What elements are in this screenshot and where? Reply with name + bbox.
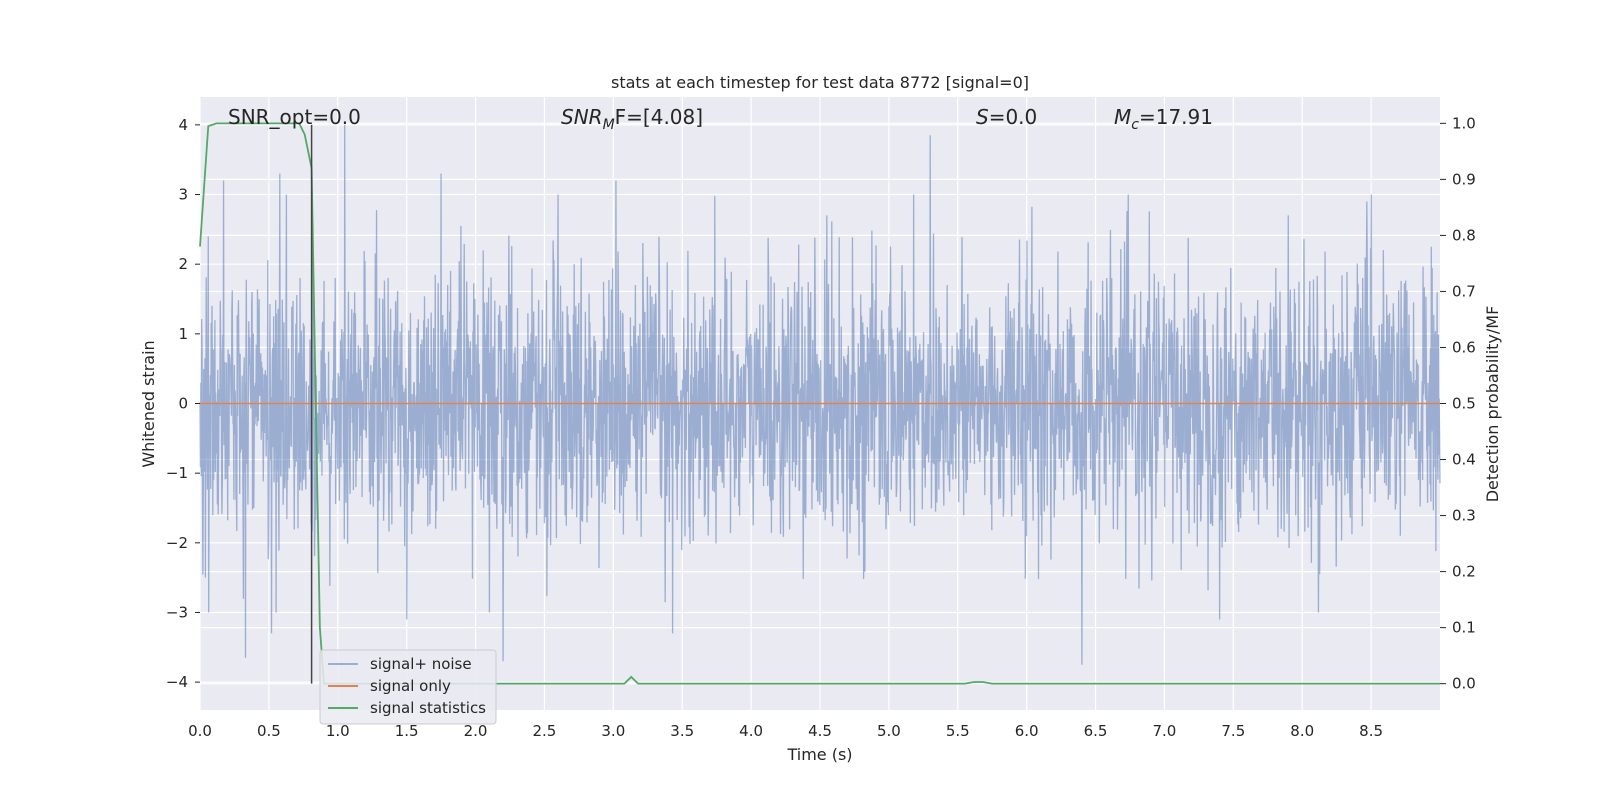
legend-entry-signal-only: signal only: [370, 677, 451, 695]
x-tick-label: 3.5: [670, 722, 694, 740]
chart-title: stats at each timestep for test data 877…: [611, 73, 1029, 92]
x-tick-label: 1.0: [326, 722, 350, 740]
x-tick-label: 7.0: [1153, 722, 1177, 740]
annotation-s: S=0.0: [976, 105, 1037, 129]
y-tick-left-label: 0: [178, 395, 188, 413]
annotation-mc-rest: =17.91: [1139, 105, 1213, 129]
y-tick-right-label: 0.9: [1452, 170, 1476, 188]
y-tick-right-label: 0.1: [1452, 619, 1476, 637]
x-tick-label: 7.5: [1221, 722, 1245, 740]
annotation-snr-mf-sub: M: [603, 117, 615, 133]
y-tick-right-label: 0.3: [1452, 507, 1476, 525]
x-axis-ticks: 0.0 0.5 1.0 1.5 2.0 2.5 3.0 3.5 4.0 4.5 5.0 5.5 6.0 6…: [188, 722, 1383, 740]
x-tick-label: 0.5: [257, 722, 281, 740]
series-signal-noise: [199, 124, 1441, 665]
annotation-mc: Mc=17.91: [1114, 105, 1213, 133]
x-tick-label: 6.5: [1084, 722, 1108, 740]
x-tick-label: 8.0: [1290, 722, 1314, 740]
x-tick-label: 1.5: [395, 722, 419, 740]
y-tick-left-label: −1: [166, 464, 188, 482]
y-tick-left-label: 3: [178, 186, 188, 204]
annotation-snr-mf-label: SNR: [561, 105, 603, 129]
y-tick-left-label: 1: [178, 325, 188, 343]
x-tick-label: 2.5: [533, 722, 557, 740]
y-tick-left-label: −4: [166, 673, 188, 691]
x-tick-label: 8.5: [1359, 722, 1383, 740]
y-axis-right-label: Detection probability/MF: [1483, 306, 1502, 503]
x-tick-label: 4.0: [739, 722, 763, 740]
signal-noise-line: [199, 124, 1441, 665]
y-tick-right-label: 0.6: [1452, 338, 1476, 356]
y-axis-right-ticks: 1.0 0.9 0.8 0.7 0.6 0.5 0.4 0.3 0.2 0.1 0.0: [1440, 114, 1476, 693]
y-tick-left-label: −2: [166, 534, 188, 552]
annotation-mc-sub: c: [1131, 117, 1139, 133]
x-tick-label: 2.0: [464, 722, 488, 740]
y-tick-right-label: 0.0: [1452, 675, 1476, 693]
annotation-snr-mf-rest: F=[4.08]: [615, 105, 703, 129]
legend-entry-signal-statistics: signal statistics: [370, 699, 486, 717]
y-axis-left-label: Whitened strain: [139, 340, 158, 467]
x-axis-label: Time (s): [786, 745, 852, 764]
annotation-snr-opt: SNR_opt=0.0: [228, 105, 361, 129]
x-tick-label: 3.0: [601, 722, 625, 740]
annotation-s-rest: =0.0: [989, 105, 1038, 129]
x-tick-label: 5.5: [946, 722, 970, 740]
annotation-snr-mf: SNRMF=[4.08]: [561, 105, 703, 133]
y-axis-left-ticks: 4 3 2 1 0 −1 −2 −3 −4: [166, 116, 200, 691]
y-tick-right-label: 0.5: [1452, 395, 1476, 413]
y-tick-left-label: 4: [178, 116, 188, 134]
y-tick-right-label: 0.4: [1452, 451, 1476, 469]
annotation-mc-label: M: [1114, 105, 1131, 129]
x-tick-label: 0.0: [188, 722, 212, 740]
y-tick-right-label: 0.7: [1452, 282, 1476, 300]
y-tick-right-label: 1.0: [1452, 114, 1476, 132]
y-tick-right-label: 0.8: [1452, 226, 1476, 244]
x-tick-label: 6.0: [1015, 722, 1039, 740]
y-tick-left-label: 2: [178, 255, 188, 273]
legend: signal+ noise signal only signal statist…: [319, 649, 497, 725]
y-tick-right-label: 0.2: [1452, 563, 1476, 581]
x-tick-label: 5.0: [877, 722, 901, 740]
y-tick-left-label: −3: [166, 603, 188, 621]
legend-entry-signal-noise: signal+ noise: [370, 655, 472, 673]
legend-box: [319, 649, 497, 725]
annotation-s-label: S: [976, 105, 989, 129]
x-tick-label: 4.5: [808, 722, 832, 740]
